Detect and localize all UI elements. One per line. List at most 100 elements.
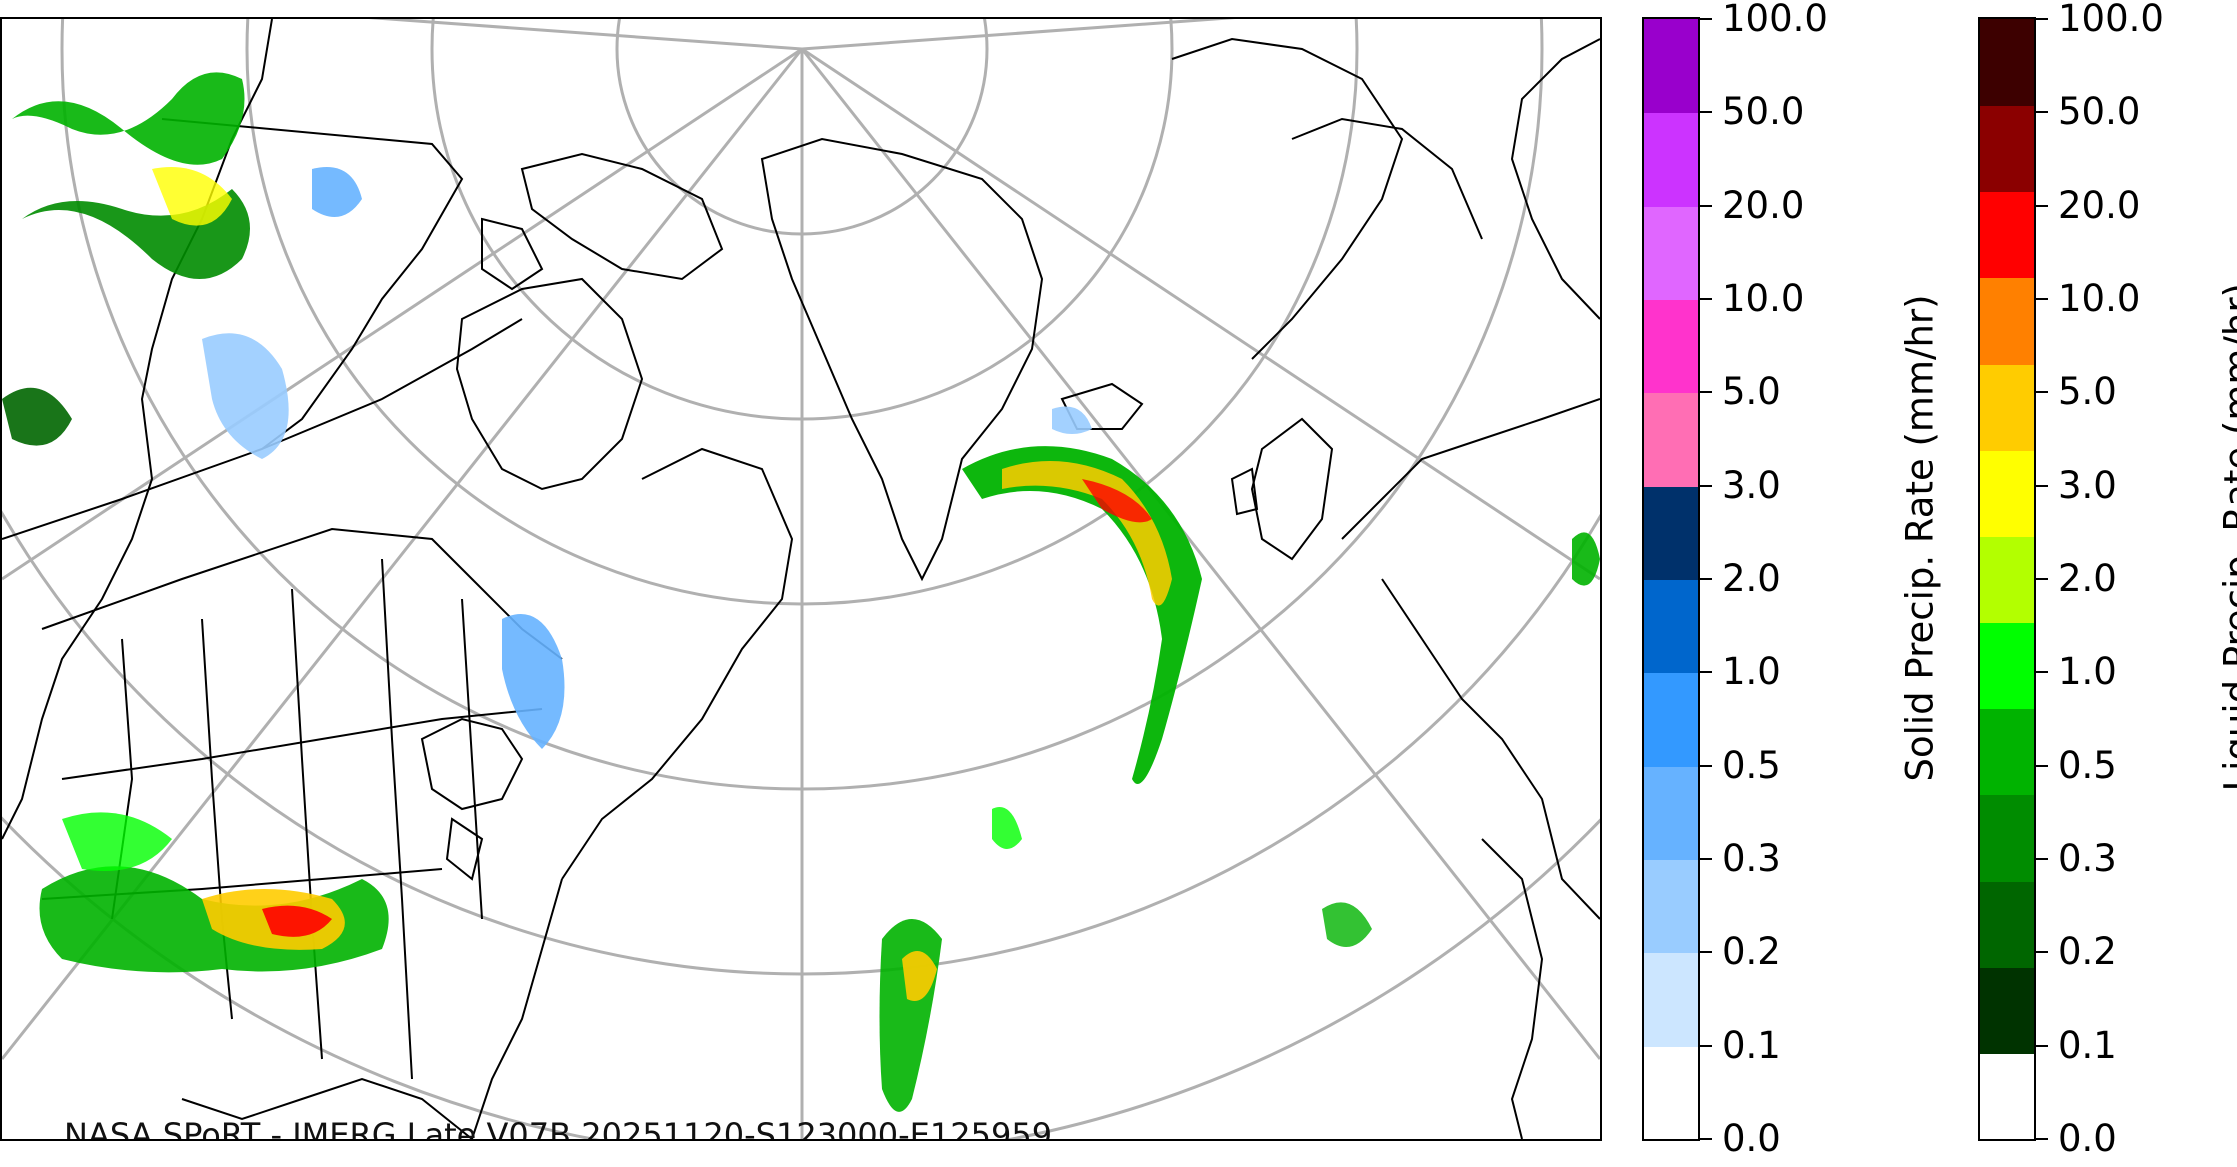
tick-label: 0.0 (2058, 1117, 2117, 1160)
tick-mark (2036, 1138, 2048, 1140)
state-border (61, 708, 543, 780)
colorbar-segment (1980, 1052, 2034, 1139)
tick-label: 100.0 (1722, 0, 1828, 40)
tick-label: 2.0 (2058, 557, 2117, 600)
tick-label: 0.5 (2058, 743, 2117, 787)
tick-mark (2036, 951, 2048, 954)
tick-mark (2036, 671, 2048, 674)
colorbar-segment (1644, 392, 1698, 487)
tick-mark (1700, 764, 1712, 767)
tick-label: 10.0 (2058, 277, 2141, 320)
state-border (461, 598, 483, 920)
tick-mark (1700, 484, 1712, 487)
tick-label: 50.0 (1722, 90, 1805, 134)
tick-mark (2036, 1044, 2048, 1047)
meridian-line (2, 47, 803, 581)
colorbar-segment (1980, 105, 2034, 193)
tick-label: 1.0 (1722, 650, 1781, 694)
tick-mark (1700, 18, 1712, 20)
british-isles (1250, 417, 1334, 561)
colorbar-segment (1644, 1045, 1698, 1139)
tick-label: 0.5 (1722, 743, 1781, 787)
great-lakes (445, 817, 484, 881)
colorbar-segment (1644, 672, 1698, 767)
colorbar-segment (1980, 277, 2034, 365)
precipitation-field (2, 72, 1600, 1112)
state-border (291, 588, 323, 1060)
tick-label: 5.0 (1722, 370, 1781, 414)
colorbar-segment (1980, 19, 2034, 107)
tick-label: 20.0 (1722, 183, 1805, 227)
province-border (2, 318, 523, 540)
hudson-bay (455, 277, 644, 491)
west-coast (2, 19, 273, 840)
state-border (381, 558, 413, 1080)
precipitation-map (2, 19, 1600, 1139)
tick-label: 5.0 (2058, 370, 2117, 414)
arctic-islands (520, 152, 724, 281)
europe-borders (1510, 38, 1600, 320)
europe-coast (1341, 398, 1600, 540)
colorbar-segment (1980, 191, 2034, 279)
ireland (1230, 467, 1259, 516)
tick-mark (1700, 111, 1712, 114)
colorbar-segment (1644, 299, 1698, 394)
gulf-coast (181, 1077, 473, 1139)
tick-mark (2036, 111, 2048, 114)
colorbar-segment (1644, 579, 1698, 674)
colorbar-segment (1644, 19, 1698, 114)
tick-label: 0.1 (2058, 1023, 2117, 1067)
tick-mark (1700, 858, 1712, 860)
graticule (2, 19, 1600, 1139)
iberia-coast (1381, 578, 1600, 920)
greenland (760, 137, 1044, 582)
solid-precip-ticks: 0.0 0.1 0.2 0.3 0.5 1.0 2.0 3.0 5.0 10.0 20.0 50.0 1… (1700, 0, 1880, 1160)
tick-mark (2036, 764, 2048, 767)
tick-label: 3.0 (2058, 463, 2117, 507)
data-credit-label: NASA SPoRT - IMERG Late V07B 20251120-S1… (64, 1116, 1053, 1141)
colorbar-segment (1644, 205, 1698, 300)
colorbar-segment (1980, 363, 2034, 451)
tick-mark (2036, 204, 2048, 207)
colorbar-segment (1980, 794, 2034, 882)
canada-border (161, 118, 464, 450)
tick-label: 1.0 (2058, 650, 2117, 694)
scandinavia (1171, 37, 1404, 360)
colorbar-segment (1980, 449, 2034, 537)
tick-label: 0.2 (2058, 930, 2117, 974)
tick-mark (1700, 951, 1712, 954)
liquid-precip-ticks: 0.0 0.1 0.2 0.3 0.5 1.0 2.0 3.0 5.0 10.0 20.0 50.0 1… (2036, 0, 2216, 1160)
tick-mark (1700, 298, 1712, 300)
tick-label: 2.0 (1722, 557, 1781, 600)
colorbar-segment (1980, 622, 2034, 710)
tick-mark (2036, 391, 2048, 394)
tick-mark (2036, 298, 2048, 300)
tick-label: 0.3 (2058, 837, 2117, 880)
colorbar-segment (1980, 535, 2034, 624)
tick-label: 0.1 (1722, 1023, 1781, 1067)
solid-precip-colorbar-title: Solid Precip. Rate (mm/hr) (1898, 294, 1942, 782)
colorbar-segment (1644, 765, 1698, 860)
tick-label: 0.3 (1722, 837, 1781, 880)
colorbar-segment (1644, 952, 1698, 1047)
map-panel: NASA SPoRT - IMERG Late V07B 20251120-S1… (0, 17, 1602, 1141)
coastlines (2, 19, 1600, 1139)
tick-mark (1700, 578, 1712, 580)
tick-label: 0.2 (1722, 930, 1781, 974)
tick-label: 10.0 (1722, 277, 1805, 320)
colorbar-segment (1980, 880, 2034, 968)
labrador-coast (561, 447, 794, 880)
scandinavia (1291, 117, 1483, 240)
us-east-coast (471, 878, 563, 1139)
colorbar-segment (1644, 485, 1698, 580)
africa-coast (1481, 838, 1544, 1139)
meridian-line (801, 47, 1600, 581)
tick-label: 100.0 (2058, 0, 2164, 40)
tick-mark (1700, 671, 1712, 674)
tick-mark (1700, 204, 1712, 207)
tick-mark (2036, 858, 2048, 860)
liquid-precip-colorbar-title: Liquid Precip. Rate (mm/hr) (2216, 283, 2237, 792)
tick-mark (2036, 484, 2048, 487)
colorbar-segment (1980, 708, 2034, 796)
colorbar-segment (1980, 966, 2034, 1054)
